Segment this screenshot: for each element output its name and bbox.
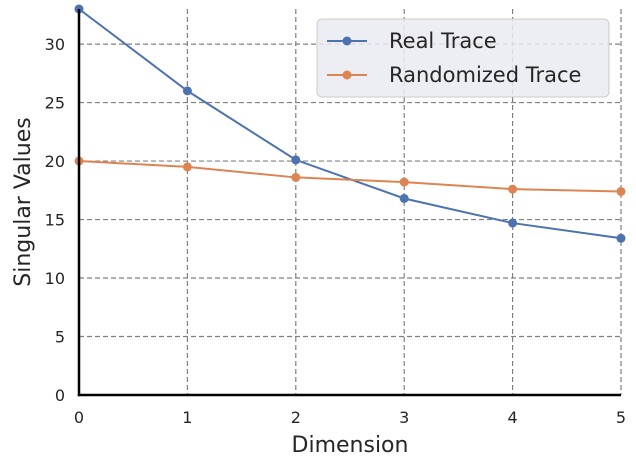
x-tick-label-1: 1 <box>182 408 192 427</box>
y-tick-labels: 0 5 10 15 20 25 30 <box>45 35 65 405</box>
series-1-point-2 <box>291 172 301 182</box>
series-line-1 <box>78 160 622 193</box>
x-tick-label-2: 2 <box>291 408 301 427</box>
x-tick-label-0: 0 <box>74 408 84 427</box>
y-tick-label-2: 10 <box>45 269 65 288</box>
x-tick-label-4: 4 <box>508 408 518 427</box>
y-axis-title: Singular Values <box>11 117 36 286</box>
series-0-point-3 <box>399 193 409 203</box>
y-tick-label-5: 25 <box>45 94 65 113</box>
y-tick-label-3: 15 <box>45 211 65 230</box>
series-lines <box>74 4 626 243</box>
series-1 <box>74 156 626 196</box>
series-0-point-1 <box>182 86 192 96</box>
series-0-point-5 <box>616 233 626 243</box>
x-tick-labels: 0 1 2 3 4 5 <box>74 408 626 427</box>
legend-label-0: Real Trace <box>389 29 497 53</box>
x-axis-title: Dimension <box>292 433 409 458</box>
series-1-point-4 <box>508 184 518 194</box>
series-1-point-1 <box>182 162 192 172</box>
y-tick-label-1: 5 <box>55 328 65 347</box>
legend: Real Trace Randomized Trace <box>316 18 610 98</box>
axes <box>77 9 621 397</box>
y-tick-label-6: 30 <box>45 35 65 54</box>
y-tick-label-0: 0 <box>55 386 65 405</box>
legend-marker-0 <box>342 36 352 46</box>
x-tick-label-5: 5 <box>616 408 626 427</box>
series-1-point-5 <box>616 186 626 196</box>
y-tick-label-4: 20 <box>45 152 65 171</box>
x-tick-label-3: 3 <box>399 408 409 427</box>
series-0-point-4 <box>508 218 518 228</box>
legend-label-1: Randomized Trace <box>389 63 581 87</box>
legend-box <box>316 18 610 98</box>
legend-marker-1 <box>342 70 352 80</box>
series-1-point-3 <box>399 177 409 187</box>
series-0-point-2 <box>291 155 301 165</box>
